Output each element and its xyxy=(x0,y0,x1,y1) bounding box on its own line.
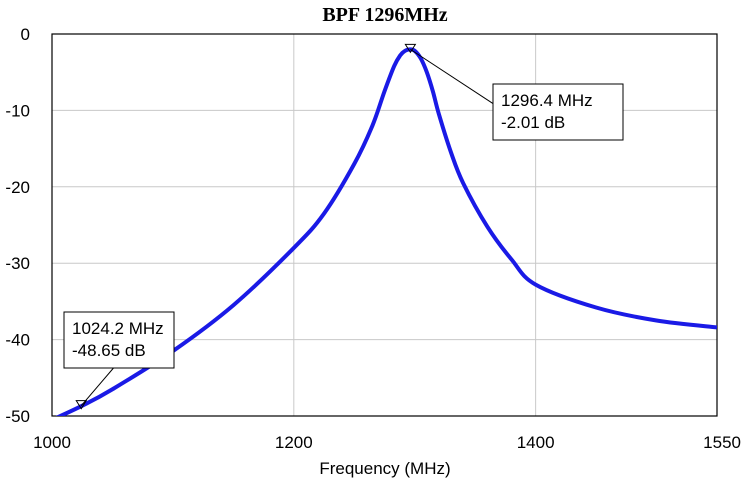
marker-gain-label: -2.01 dB xyxy=(501,113,565,132)
y-tick-label: -20 xyxy=(5,178,30,197)
y-tick-label: -50 xyxy=(5,407,30,426)
marker-label-box xyxy=(492,83,624,141)
x-tick-label: 1000 xyxy=(33,433,71,452)
y-tick-label: -40 xyxy=(5,331,30,350)
marker-leader-line xyxy=(410,48,494,105)
marker-triangle-icon xyxy=(404,43,417,54)
y-tick-label: -10 xyxy=(5,101,30,120)
marker-gain-label: -48.65 dB xyxy=(72,341,146,360)
x-axis-label: Frequency (MHz) xyxy=(319,459,450,478)
marker-label-box xyxy=(63,311,175,369)
series-layer xyxy=(55,47,717,416)
x-axis-ticks: 1000 1200 1400 1550 xyxy=(33,433,741,452)
plot-frame xyxy=(51,33,718,417)
y-tick-label: -30 xyxy=(5,254,30,273)
marker-triangle-icon xyxy=(75,400,88,410)
y-tick-label: 0 xyxy=(21,25,30,44)
marker-layer: 1296.4 MHz -2.01 dB 1024.2 MHz -48.65 dB xyxy=(63,43,624,410)
x-tick-label: 1200 xyxy=(275,433,313,452)
y-axis-ticks: 0 -10 -20 -30 -40 -50 xyxy=(5,25,30,426)
x-tick-label: 1400 xyxy=(517,433,555,452)
marker-frequency-label: 1296.4 MHz xyxy=(501,91,593,110)
marker-frequency-label: 1024.2 MHz xyxy=(72,319,164,338)
x-tick-label: 1550 xyxy=(703,433,741,452)
marker-leader-line xyxy=(80,367,114,407)
marker-callout: 1296.4 MHz -2.01 dB xyxy=(404,43,624,141)
chart-title: BPF 1296MHz xyxy=(322,4,447,26)
marker-callout: 1024.2 MHz -48.65 dB xyxy=(63,311,175,410)
series-line xyxy=(55,47,717,416)
